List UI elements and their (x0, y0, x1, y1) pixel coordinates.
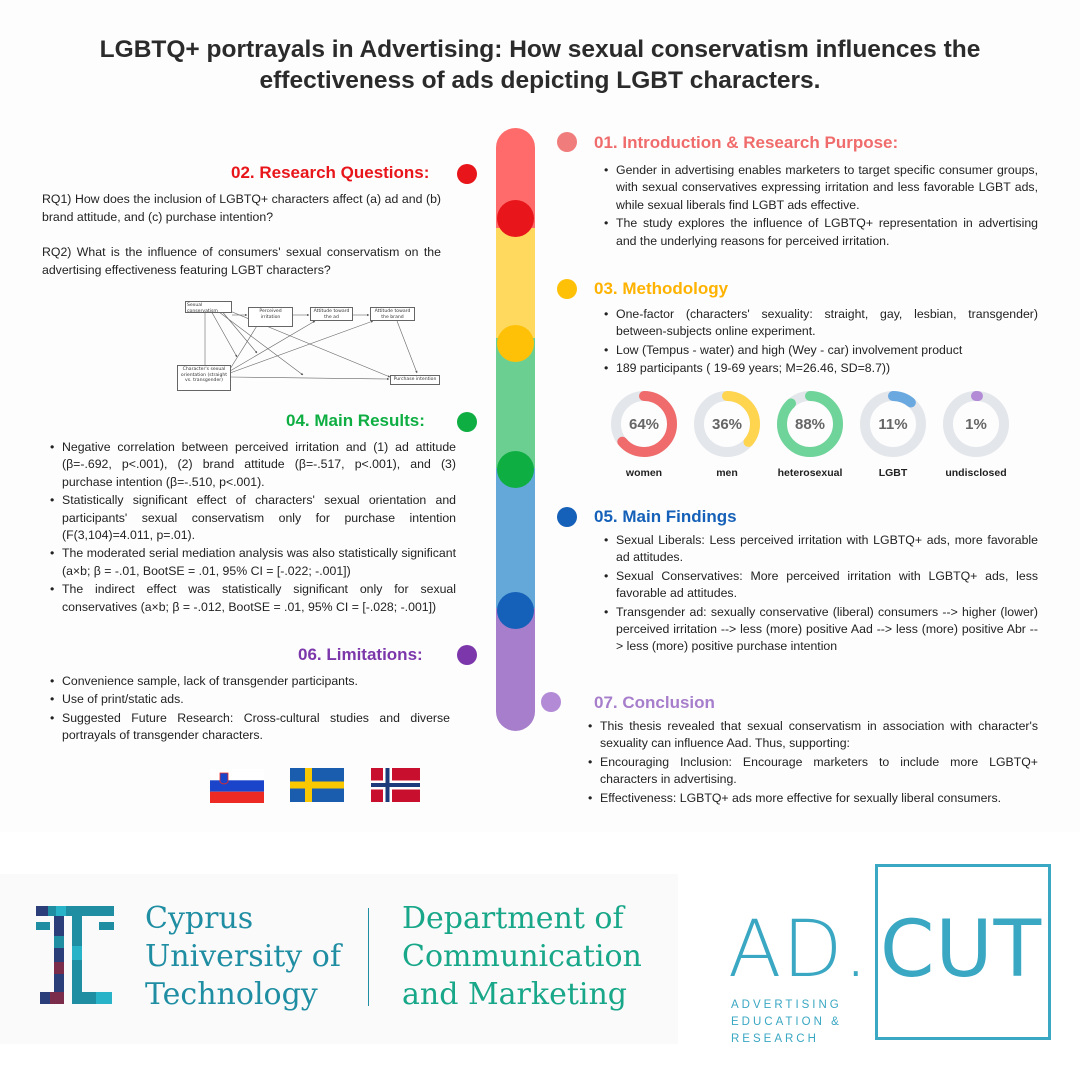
research-question-2: RQ2) What is the influence of consumers'… (42, 245, 441, 277)
limitations-list: Convenience sample, lack of transgender … (50, 673, 450, 746)
diagram-box-attitude-ad: Attitude toward the ad (310, 307, 353, 321)
poster: LGBTQ+ portrayals in Advertising: How se… (0, 0, 1080, 832)
research-model-diagram: Sexual conservatism Perceived irritation… (175, 297, 443, 395)
methodology-bullet: One-factor (characters' sexuality: strai… (604, 306, 1038, 341)
diagram-box-purchase-intention: Purchase intention (390, 375, 440, 385)
donut-chart-LGBT: 11% (858, 389, 928, 459)
timeline-bar (496, 128, 535, 731)
diagram-box-sexual-conservatism: Sexual conservatism (185, 301, 232, 314)
donut-arc (694, 391, 760, 457)
adcut-logo-ad: AD. (728, 905, 870, 995)
limitations-dot (457, 645, 477, 665)
findings-heading: 05. Main Findings (594, 507, 737, 526)
results-bullet: Statistically significant effect of char… (50, 492, 456, 544)
donut-arc (943, 391, 1009, 457)
adcut-subtitle-line: RESEARCH (731, 1033, 819, 1045)
slovenia-flag-icon (210, 769, 264, 803)
norway-flag-icon (371, 768, 420, 802)
adcut-logo-subtitle: ADVERTISING EDUCATION & RESEARCH (731, 997, 842, 1048)
conclusion-list: This thesis revealed that sexual conserv… (588, 718, 1038, 808)
findings-bullet: Transgender ad: sexually conservative (l… (604, 604, 1038, 656)
department-name-line: and Marketing (402, 977, 627, 1012)
limitations-bullet: Convenience sample, lack of transgender … (50, 673, 450, 691)
adcut-logo-box (875, 864, 1051, 1040)
diagram-box-character-orientation: Character's sexual orientation (straight… (177, 365, 231, 391)
timeline-dot-green (497, 451, 534, 488)
findings-bullet: Sexual Liberals: Less perceived irritati… (604, 532, 1038, 567)
footer-band (0, 874, 678, 1044)
donut-label: LGBT (878, 467, 908, 479)
donut-chart-women: 64% (609, 389, 679, 459)
cut-logo-icon (36, 906, 114, 1004)
donut-label: heterosexual (777, 467, 843, 479)
findings-dot (557, 507, 577, 527)
conclusion-heading: 07. Conclusion (594, 693, 715, 712)
poster-title: LGBTQ+ portrayals in Advertising: How se… (99, 36, 981, 94)
department-name-line: Department of (402, 901, 624, 936)
methodology-list: One-factor (characters' sexuality: strai… (604, 306, 1038, 379)
limitations-heading: 06. Limitations: (298, 645, 423, 664)
diagram-box-attitude-brand: Attitude toward the brand (370, 307, 415, 321)
intro-heading: 01. Introduction & Research Purpose: (594, 133, 899, 152)
results-bullet: Negative correlation between perceived i… (50, 439, 456, 491)
donut-percent: 64% (629, 416, 659, 433)
conclusion-bullet: Effectiveness: LGBTQ+ ads more effective… (588, 790, 1038, 808)
timeline-dot-red (497, 200, 534, 237)
donut-chart-undisclosed: 1% (941, 389, 1011, 459)
results-dot (457, 412, 477, 432)
adcut-logo-cut: CUT (880, 905, 1043, 995)
intro-bullet: The study explores the influence of LGBT… (604, 215, 1038, 250)
university-name: Cyprus University of Technology (145, 900, 341, 1014)
questions-dot (457, 164, 477, 184)
donut-label: undisclosed (945, 467, 1007, 479)
footer-divider (368, 908, 369, 1006)
donut-chart-heterosexual: 88% (775, 389, 845, 459)
timeline-dot-yellow (497, 325, 534, 362)
university-name-line: Technology (145, 977, 318, 1012)
conclusion-dot (541, 692, 561, 712)
results-list: Negative correlation between perceived i… (50, 439, 456, 617)
department-name-line: Communication (402, 939, 642, 974)
timeline-segment-yellow (496, 228, 535, 338)
timeline-dot-blue (497, 592, 534, 629)
donut-chart-men: 36% (692, 389, 762, 459)
results-heading: 04. Main Results: (286, 411, 425, 430)
timeline-segment-blue (496, 468, 535, 608)
donut-percent: 1% (965, 416, 987, 433)
university-name-line: Cyprus (145, 901, 254, 936)
conclusion-bullet: This thesis revealed that sexual conserv… (588, 718, 1038, 753)
findings-bullet: Sexual Conservatives: More perceived irr… (604, 568, 1038, 603)
findings-list: Sexual Liberals: Less perceived irritati… (604, 532, 1038, 657)
methodology-bullet: Low (Tempus - water) and high (Wey - car… (604, 342, 1038, 360)
university-name-line: University of (145, 939, 341, 974)
limitations-bullet: Suggested Future Research: Cross-cultura… (50, 710, 450, 745)
methodology-bullet: 189 participants ( 19-69 years; M=26.46,… (604, 360, 1038, 378)
limitations-bullet: Use of print/static ads. (50, 691, 450, 709)
sweden-flag-icon (290, 768, 344, 802)
intro-bullet: Gender in advertising enables marketers … (604, 162, 1038, 214)
department-name: Department of Communication and Marketin… (402, 900, 642, 1014)
diagram-box-irritation: Perceived irritation (248, 307, 293, 327)
methodology-dot (557, 279, 577, 299)
results-bullet: The moderated serial mediation analysis … (50, 545, 456, 580)
questions-heading: 02. Research Questions: (231, 163, 430, 182)
donut-percent: 88% (795, 416, 825, 433)
adcut-subtitle-line: ADVERTISING (731, 999, 842, 1011)
donut-percent: 36% (712, 416, 742, 433)
donut-arc (611, 391, 677, 457)
footer: Cyprus University of Technology Departme… (0, 832, 1080, 1080)
donut-percent: 11% (878, 416, 907, 433)
adcut-subtitle-line: EDUCATION & (731, 1016, 842, 1028)
donut-arc (777, 391, 843, 457)
intro-dot (557, 132, 577, 152)
donut-label: women (625, 467, 663, 479)
intro-list: Gender in advertising enables marketers … (604, 162, 1038, 251)
methodology-heading: 03. Methodology (594, 279, 729, 298)
conclusion-bullet: Encouraging Inclusion: Encourage markete… (588, 754, 1038, 789)
donut-label: men (716, 467, 738, 479)
results-bullet: The indirect effect was statistically si… (50, 581, 456, 616)
research-question-1: RQ1) How does the inclusion of LGBTQ+ ch… (42, 192, 441, 224)
donut-arc (860, 391, 926, 457)
